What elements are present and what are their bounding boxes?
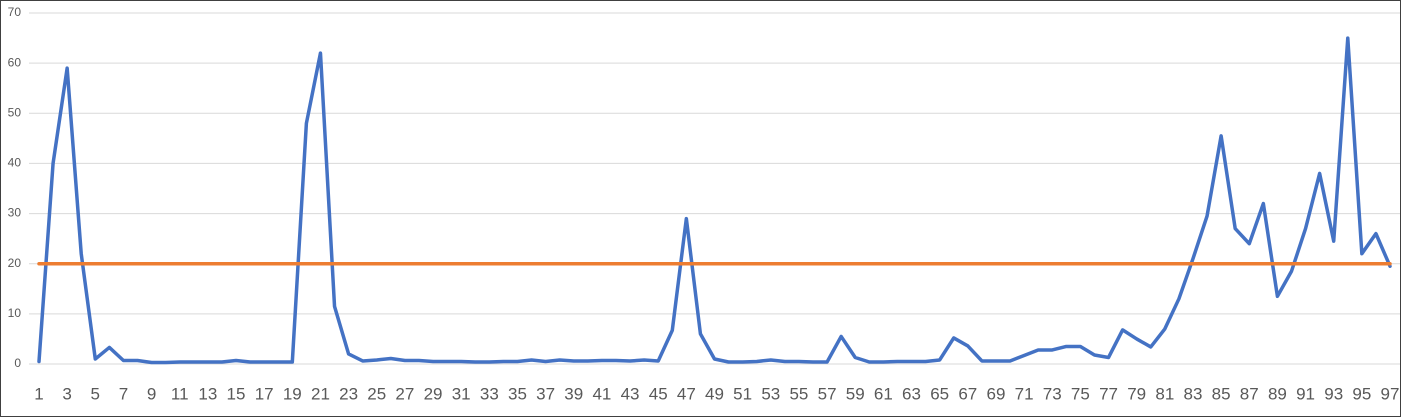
- x-tick-label: 35: [508, 384, 527, 403]
- x-tick-label: 85: [1212, 384, 1231, 403]
- x-tick-label: 91: [1296, 384, 1315, 403]
- y-tick-label: 30: [8, 206, 22, 220]
- x-tick-label: 95: [1352, 384, 1371, 403]
- x-tick-label: 25: [367, 384, 386, 403]
- x-tick-label: 29: [424, 384, 443, 403]
- x-tick-label: 47: [677, 384, 696, 403]
- y-tick-label: 20: [8, 256, 22, 270]
- x-tick-label: 5: [91, 384, 100, 403]
- x-tick-label: 61: [874, 384, 893, 403]
- x-tick-label: 77: [1099, 384, 1118, 403]
- x-tick-label: 93: [1324, 384, 1343, 403]
- y-tick-label: 10: [8, 306, 22, 320]
- y-tick-label: 50: [8, 105, 22, 119]
- x-tick-label: 65: [930, 384, 949, 403]
- x-tick-label: 15: [227, 384, 246, 403]
- x-tick-label: 83: [1184, 384, 1203, 403]
- x-tick-label: 13: [198, 384, 217, 403]
- x-tick-label: 37: [536, 384, 555, 403]
- x-tick-label: 79: [1127, 384, 1146, 403]
- x-tick-label: 57: [818, 384, 837, 403]
- x-tick-label: 27: [395, 384, 414, 403]
- x-tick-label: 73: [1043, 384, 1062, 403]
- x-tick-label: 41: [592, 384, 611, 403]
- x-tick-label: 55: [789, 384, 808, 403]
- x-tick-label: 59: [846, 384, 865, 403]
- x-tick-label: 39: [564, 384, 583, 403]
- x-tick-label: 9: [147, 384, 156, 403]
- x-tick-label: 31: [452, 384, 471, 403]
- x-tick-label: 45: [649, 384, 668, 403]
- x-tick-label: 51: [733, 384, 752, 403]
- x-tick-label: 43: [621, 384, 640, 403]
- x-tick-label: 63: [902, 384, 921, 403]
- x-tick-label: 53: [761, 384, 780, 403]
- x-tick-label: 89: [1268, 384, 1287, 403]
- x-tick-label: 17: [255, 384, 274, 403]
- x-tick-label: 71: [1015, 384, 1034, 403]
- x-tick-label: 49: [705, 384, 724, 403]
- x-tick-label: 69: [986, 384, 1005, 403]
- x-tick-label: 75: [1071, 384, 1090, 403]
- x-tick-label: 3: [62, 384, 71, 403]
- x-tick-label: 97: [1381, 384, 1400, 403]
- x-tick-label: 81: [1155, 384, 1174, 403]
- x-tick-label: 33: [480, 384, 499, 403]
- data-line: [37, 36, 1392, 365]
- x-tick-label: 23: [339, 384, 358, 403]
- x-tick-label: 7: [119, 384, 128, 403]
- y-tick-label: 70: [8, 5, 22, 19]
- y-tick-label: 60: [8, 55, 22, 69]
- x-tick-label: 67: [958, 384, 977, 403]
- x-tick-label: 11: [171, 384, 189, 403]
- x-tick-label: 1: [34, 384, 43, 403]
- x-tick-label: 87: [1240, 384, 1259, 403]
- x-tick-label: 19: [283, 384, 302, 403]
- x-tick-label: 21: [311, 384, 330, 403]
- y-tick-label: 40: [8, 156, 22, 170]
- y-tick-label: 0: [14, 356, 21, 370]
